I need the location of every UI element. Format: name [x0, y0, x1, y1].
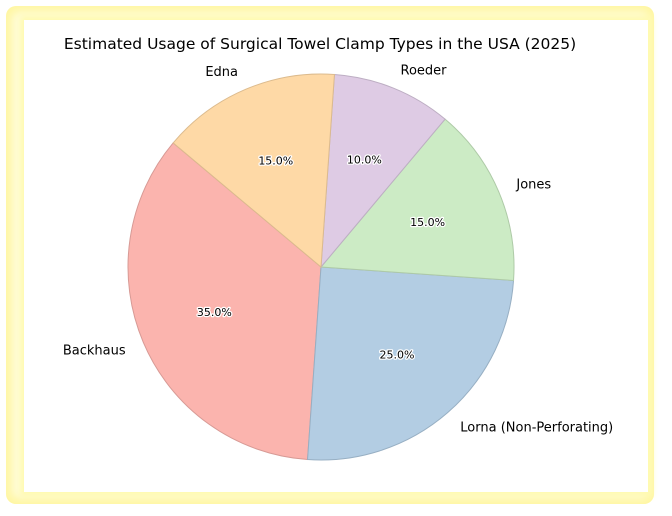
pie-labels: Backhaus 35.0% Lorna (Non-Perforating) 25.0… — [63, 64, 613, 436]
pie-slice-roeder — [320, 73, 446, 269]
chart-title: Estimated Usage of Surgical Towel Clamp … — [64, 35, 576, 53]
pie-slices — [127, 73, 515, 461]
category-label-lorna-non-perforating: Lorna (Non-Perforating) — [460, 421, 613, 436]
percent-label-edna: 15.0% — [258, 154, 293, 167]
pie-slice-backhaus — [127, 142, 322, 461]
category-label-backhaus: Backhaus — [63, 344, 126, 359]
percent-label-roeder: 10.0% — [347, 154, 382, 167]
category-label-edna: Edna — [205, 65, 238, 80]
pie-slice-jones — [319, 118, 515, 281]
percent-label-lorna-non-perforating: 25.0% — [380, 348, 415, 361]
pie-slice-edna — [172, 73, 335, 269]
category-label-jones: Jones — [515, 178, 551, 193]
percent-label-backhaus: 35.0% — [197, 306, 232, 319]
percent-label-jones: 15.0% — [410, 216, 445, 229]
pie-slice-lorna-non-perforating — [307, 266, 515, 461]
category-label-roeder: Roeder — [401, 64, 448, 79]
